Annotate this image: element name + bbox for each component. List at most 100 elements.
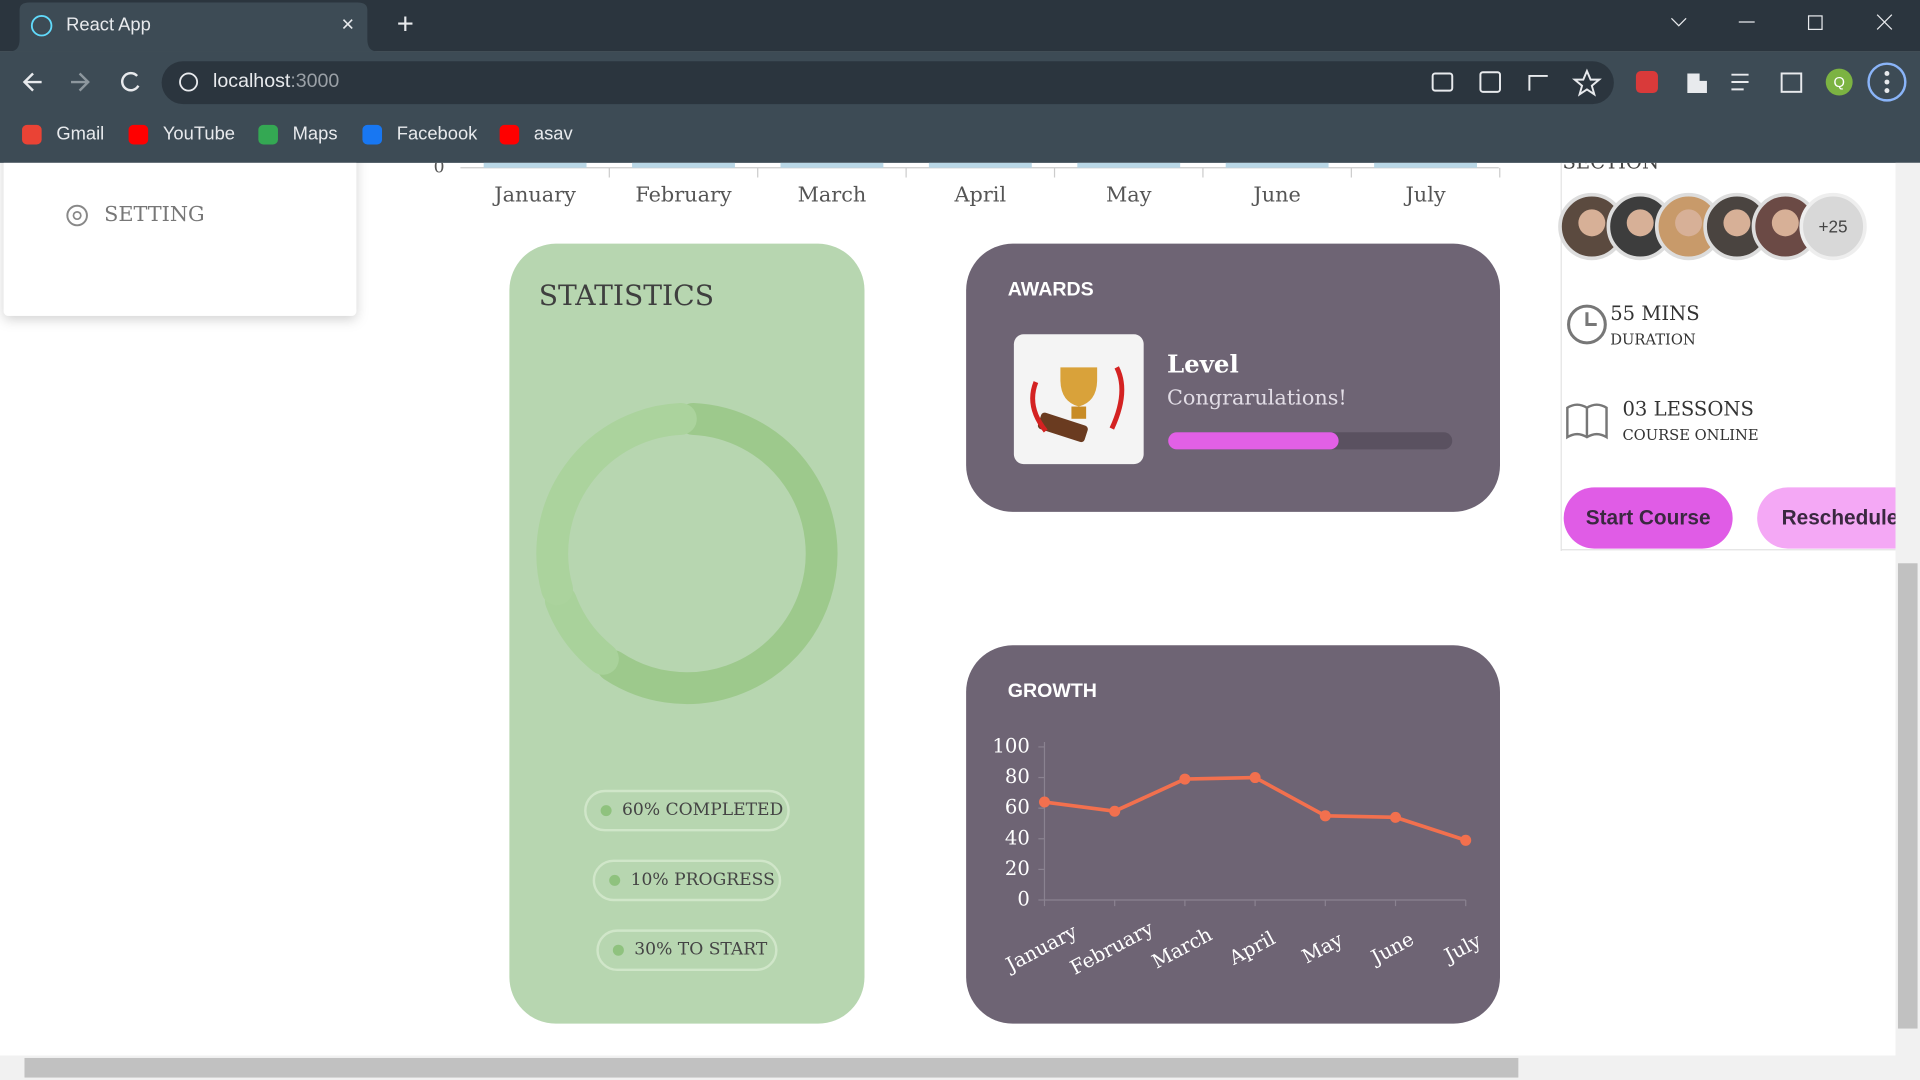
lessons-label: COURSE ONLINE: [1622, 427, 1758, 444]
profile-initial: Q: [1833, 75, 1844, 91]
bookmark-icon[interactable]: [258, 124, 278, 145]
legend-dot: [609, 874, 621, 886]
awards-title: AWARDS: [1008, 278, 1094, 300]
reschedule-button[interactable]: [1757, 487, 1920, 549]
y-tick-label: 60: [1005, 796, 1030, 819]
url: localhost:3000: [213, 70, 339, 92]
setting-link[interactable]: SETTING: [104, 202, 205, 226]
tab-title: React App: [66, 14, 151, 35]
x-tick-label: July: [1403, 182, 1445, 206]
bookmark-icon[interactable]: [499, 124, 520, 145]
bar-stub: [780, 162, 884, 168]
x-tick-label: June: [1251, 182, 1300, 206]
back-button[interactable]: [22, 72, 42, 92]
side-panel-icon[interactable]: [1780, 72, 1803, 93]
setting-icon: [66, 204, 88, 227]
duration-label: DURATION: [1610, 331, 1696, 348]
bookmark-icon[interactable]: [128, 124, 149, 145]
start-course-label: Start Course: [1586, 507, 1711, 530]
growth-point: [1249, 772, 1261, 784]
legend-pill: [584, 789, 790, 832]
bar-stub: [483, 162, 587, 168]
bar-stub: [928, 162, 1032, 168]
bookmark-icon[interactable]: [362, 124, 383, 145]
url-host: localhost: [213, 70, 291, 92]
restore[interactable]: [1807, 15, 1823, 30]
x-tick-label: April: [954, 182, 1007, 206]
legend-label: 30% TO START: [634, 940, 768, 960]
book-icon: [1566, 403, 1608, 440]
bookmark-icon[interactable]: [22, 124, 42, 145]
bar-stub: [632, 162, 735, 168]
bookmark[interactable]: YouTube: [163, 123, 235, 144]
reschedule-label: Reschedule: [1782, 507, 1899, 530]
bar-stub: [1374, 162, 1477, 168]
growth-point: [1109, 805, 1121, 817]
sidebar-menu: [3, 162, 357, 316]
y-tick-label: 100: [992, 734, 1029, 757]
translate-icon[interactable]: [1479, 71, 1501, 93]
bookmark[interactable]: Gmail: [56, 123, 104, 144]
close-tab[interactable]: ×: [341, 12, 354, 37]
award-subtitle: Congrarulations!: [1167, 386, 1347, 410]
trophy-cup: [1060, 367, 1098, 407]
award-heading: Level: [1167, 350, 1239, 379]
legend-dot: [612, 944, 624, 956]
growth-point: [1179, 773, 1191, 785]
address-bar[interactable]: [161, 61, 1614, 105]
reload-button[interactable]: [121, 71, 140, 92]
install-icon[interactable]: [1431, 72, 1454, 92]
legend-label: 10% PROGRESS: [631, 870, 775, 890]
forward-button[interactable]: [71, 72, 90, 92]
avatar-face: [1771, 209, 1799, 237]
more-people: +25: [1819, 216, 1848, 236]
bookmark-star[interactable]: [1571, 68, 1602, 97]
extensions-button[interactable]: [1687, 73, 1707, 94]
bar-stub: [1225, 162, 1329, 168]
y-tick-label: 20: [1005, 857, 1030, 880]
start-course-button[interactable]: [1563, 487, 1733, 549]
duration-value: 55 MINS: [1610, 302, 1699, 325]
new-tab[interactable]: +: [397, 7, 414, 40]
site-info[interactable]: [179, 72, 199, 92]
statistics-title: STATISTICS: [539, 279, 714, 312]
legend-dot: [600, 805, 612, 817]
bookmark[interactable]: Facebook: [397, 123, 478, 144]
growth-point: [1038, 796, 1050, 808]
x-tick-label: February: [635, 182, 732, 206]
more-people-badge: [1799, 192, 1867, 261]
growth-point: [1460, 834, 1472, 846]
growth-title: GROWTH: [1008, 680, 1097, 702]
active-tab[interactable]: [9, 2, 378, 52]
donut-segment: [544, 584, 619, 675]
tab-search[interactable]: [1670, 17, 1687, 27]
section-label: SECTION: [1562, 150, 1659, 173]
media-icon[interactable]: [1731, 73, 1749, 91]
share-icon[interactable]: [1528, 74, 1548, 91]
avatar-face: [1675, 209, 1703, 237]
bar-stub: [1077, 162, 1181, 168]
y-tick-label: 0: [434, 157, 445, 177]
bookmark[interactable]: Maps: [293, 123, 338, 144]
x-tick-label: January: [492, 182, 576, 206]
donut-segment: [596, 402, 838, 705]
bookmark[interactable]: asav: [534, 123, 574, 144]
y-tick-label: 0: [1017, 888, 1029, 911]
vertical-scroll-thumb[interactable]: [1897, 563, 1918, 1029]
profile-avatar[interactable]: [1825, 68, 1853, 96]
x-tick-label: May: [1106, 182, 1152, 206]
avatar-face: [1626, 209, 1654, 237]
x-tick-label: March: [798, 182, 867, 206]
y-tick-label: 80: [1005, 765, 1030, 788]
avatar-face: [1723, 209, 1751, 237]
extension-icon[interactable]: [1635, 71, 1658, 94]
growth-point: [1319, 810, 1331, 822]
growth-card: [966, 645, 1500, 1024]
menu-button[interactable]: [1867, 62, 1907, 102]
close-window[interactable]: [1876, 14, 1893, 30]
horizontal-scroll-thumb[interactable]: [24, 1057, 1519, 1078]
legend-pill: [596, 929, 778, 972]
y-tick-label: 40: [1005, 826, 1030, 849]
clock-icon: [1567, 304, 1607, 345]
